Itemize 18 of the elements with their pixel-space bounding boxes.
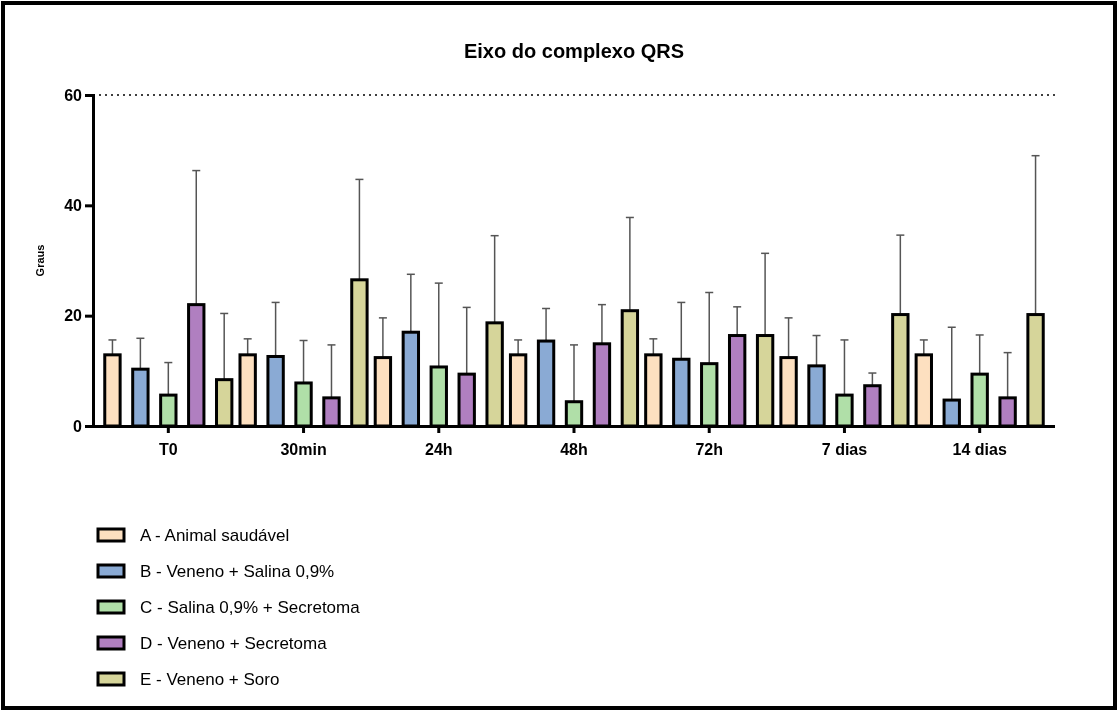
x-tick-label: 14 dias <box>952 441 1007 459</box>
x-tick-label: T0 <box>158 441 178 459</box>
legend-label: D - Veneno + Secretoma <box>140 634 328 653</box>
y-tick-label: 20 <box>64 307 83 325</box>
y-tick-label: 40 <box>64 196 83 214</box>
legend-label: B - Veneno + Salina 0,9% <box>140 562 335 581</box>
chart-title: Eixo do complexo QRS <box>463 40 685 62</box>
y-axis-title: Graus <box>34 244 46 277</box>
legend-label: E - Veneno + Soro <box>140 670 280 689</box>
x-tick-label: 7 dias <box>821 441 868 459</box>
x-tick-label: 30min <box>280 441 327 459</box>
y-tick-label: 60 <box>64 86 83 104</box>
x-tick-label: 72h <box>695 441 724 459</box>
x-tick-label: 24h <box>424 441 453 459</box>
legend-label: C - Salina 0,9% + Secretoma <box>140 598 361 617</box>
legend-label: A - Animal saudável <box>140 526 290 545</box>
x-tick-label: 48h <box>560 441 588 459</box>
y-tick-label: 0 <box>73 417 83 435</box>
